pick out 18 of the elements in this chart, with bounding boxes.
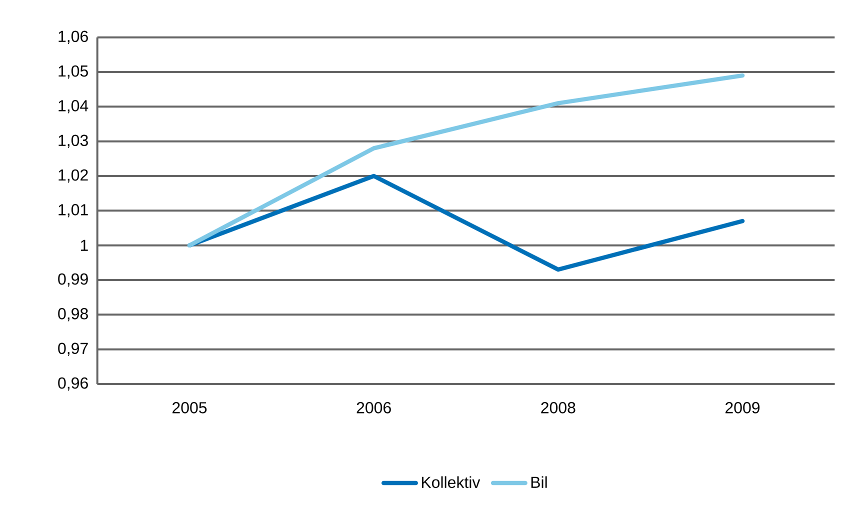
y-tick-label: 1,03: [58, 134, 88, 148]
legend-label: Kollektiv: [422, 476, 480, 488]
x-tick-label: 2008: [541, 402, 576, 414]
y-tick-label: 1,05: [58, 65, 88, 79]
x-tick-label: 2009: [725, 402, 760, 414]
y-tick-label: 0,96: [58, 377, 88, 391]
y-tick-label: 0,98: [58, 308, 88, 322]
y-tick-label: 1,02: [58, 169, 88, 183]
y-tick-label: 1,06: [58, 30, 88, 44]
y-tick-label: 0,99: [58, 273, 88, 287]
x-tick-label: 2005: [172, 402, 207, 414]
line-series: [187, 73, 745, 248]
y-tick-label: 0,97: [58, 342, 88, 356]
y-tick-label: 1,04: [58, 100, 88, 114]
y-tick-label: 1: [80, 240, 88, 251]
y-tick-label: 1,01: [58, 204, 88, 218]
legend-label: Bil: [531, 476, 547, 488]
x-tick-label: 2006: [356, 402, 391, 414]
